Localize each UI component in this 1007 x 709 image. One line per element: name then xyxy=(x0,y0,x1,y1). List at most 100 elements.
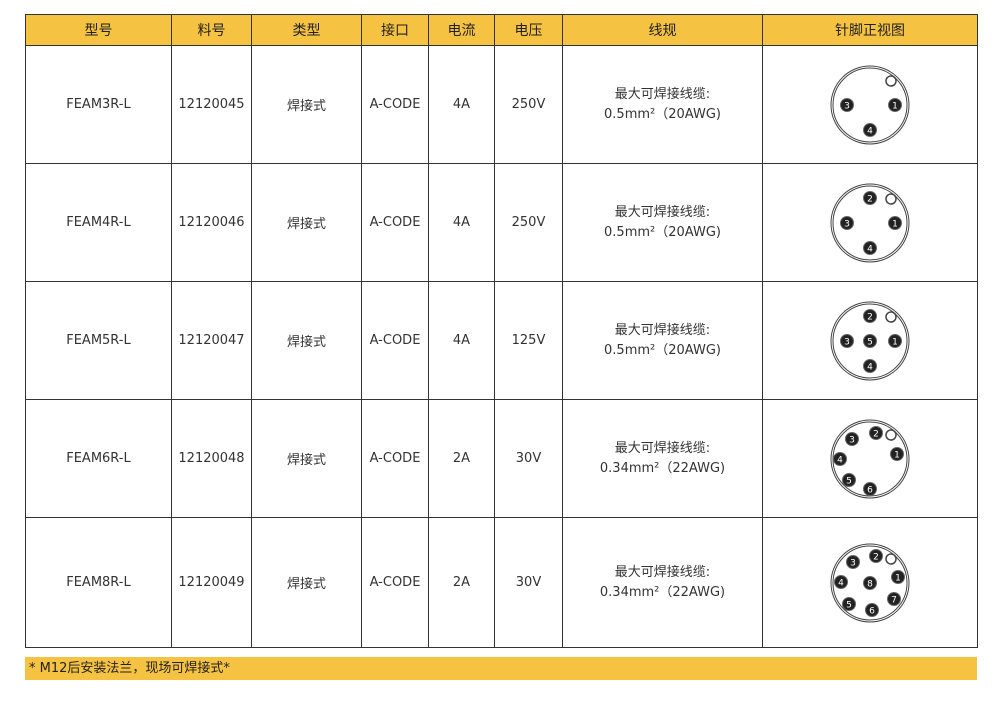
voltage-cell: 250V xyxy=(494,45,563,164)
pinout-cell: 1 2 3 4 5 xyxy=(762,281,978,400)
keying-notch-icon xyxy=(885,74,897,87)
pin-number: 3 xyxy=(844,337,850,347)
wire-gauge-cell: 最大可焊接线缆: 0.5mm²（20AWG) xyxy=(562,45,763,164)
current-cell: 4A xyxy=(428,281,495,400)
pin-4: 4 xyxy=(833,451,847,466)
pin-3: 3 xyxy=(840,97,854,112)
keying-notch-icon xyxy=(885,552,897,565)
pin-4: 4 xyxy=(863,358,877,373)
pin-2: 2 xyxy=(863,308,877,323)
interface-cell: A-CODE xyxy=(361,517,429,648)
wire-gauge-cell: 最大可焊接线缆: 0.34mm²（22AWG) xyxy=(562,399,763,518)
pin-number: 5 xyxy=(867,337,873,347)
pin-number: 3 xyxy=(849,435,855,445)
model-cell: FEAM4R-L xyxy=(25,163,172,282)
type-cell: 焊接式 xyxy=(251,399,362,518)
keying-notch-icon xyxy=(885,428,897,441)
header-wire: 线规 xyxy=(562,14,763,46)
current-cell: 4A xyxy=(428,45,495,164)
part-number-cell: 12120048 xyxy=(171,399,252,518)
pin-5: 5 xyxy=(842,472,856,487)
wire-value: 0.5mm²（20AWG) xyxy=(604,106,721,122)
header-current: 电流 xyxy=(428,14,495,46)
wire-value: 0.34mm²（22AWG) xyxy=(599,584,726,600)
pinout-cell: 1 3 4 xyxy=(762,45,978,164)
pin-2: 2 xyxy=(869,425,883,440)
pin-number: 4 xyxy=(867,362,873,372)
interface-cell: A-CODE xyxy=(361,399,429,518)
current-cell: 2A xyxy=(428,517,495,648)
part-number-cell: 12120045 xyxy=(171,45,252,164)
current-cell: 2A xyxy=(428,399,495,518)
model-cell: FEAM3R-L xyxy=(25,45,172,164)
pin-number: 7 xyxy=(891,595,897,605)
connector-pinout-diagram: 1 2 34 5 6 7 8 xyxy=(830,543,910,622)
type-cell: 焊接式 xyxy=(251,163,362,282)
connector-pinout-diagram: 1 2 34 5 6 xyxy=(830,419,910,498)
pin-number: 1 xyxy=(892,101,898,111)
pin-number: 2 xyxy=(873,429,879,439)
wire-label: 最大可焊接线缆: xyxy=(614,86,711,102)
header-type: 类型 xyxy=(251,14,362,46)
pin-3: 3 xyxy=(846,554,860,569)
footer-note: * M12后安装法兰，现场可焊接式* xyxy=(25,657,977,680)
pin-number: 1 xyxy=(892,219,898,229)
header-model: 型号 xyxy=(25,14,172,46)
keying-notch-icon xyxy=(885,192,897,205)
wire-gauge-cell: 最大可焊接线缆: 0.34mm²（22AWG) xyxy=(562,517,763,648)
pinout-cell: 1 2 3 4 xyxy=(762,163,978,282)
voltage-cell: 30V xyxy=(494,517,563,648)
pin-number: 5 xyxy=(846,600,852,610)
table-row: FEAM5R-L 12120047 焊接式 A-CODE 4A 125V 最大可焊接线缆: 0… xyxy=(25,281,978,400)
pin-2: 2 xyxy=(863,190,877,205)
pin-1: 1 xyxy=(890,446,904,461)
pin-5: 5 xyxy=(842,596,856,611)
wire-value: 0.5mm²（20AWG) xyxy=(604,342,721,358)
interface-cell: A-CODE xyxy=(361,163,429,282)
header-row: 型号 料号 类型 接口 电流 电压 线规 针脚正视图 xyxy=(25,14,978,46)
voltage-cell: 125V xyxy=(494,281,563,400)
pin-number: 2 xyxy=(873,552,879,562)
header-part: 料号 xyxy=(171,14,252,46)
type-cell: 焊接式 xyxy=(251,517,362,648)
pin-number: 1 xyxy=(895,573,901,583)
interface-cell: A-CODE xyxy=(361,45,429,164)
header-pinout: 针脚正视图 xyxy=(762,14,978,46)
pin-3: 3 xyxy=(845,431,859,446)
pin-3: 3 xyxy=(840,333,854,348)
model-cell: FEAM8R-L xyxy=(25,517,172,648)
pin-4: 4 xyxy=(863,240,877,255)
model-cell: FEAM5R-L xyxy=(25,281,172,400)
wire-label: 最大可焊接线缆: xyxy=(614,204,711,220)
wire-label: 最大可焊接线缆: xyxy=(614,322,711,338)
pin-number: 2 xyxy=(867,312,873,322)
pin-number: 4 xyxy=(867,126,873,136)
voltage-cell: 250V xyxy=(494,163,563,282)
pin-number: 8 xyxy=(867,579,873,589)
wire-value: 0.34mm²（22AWG) xyxy=(599,460,726,476)
pin-number: 1 xyxy=(894,450,900,460)
model-cell: FEAM6R-L xyxy=(25,399,172,518)
pin-number: 4 xyxy=(867,244,873,254)
wire-label: 最大可焊接线缆: xyxy=(614,564,711,580)
connector-pinout-diagram: 1 2 3 4 xyxy=(830,183,910,262)
current-cell: 4A xyxy=(428,163,495,282)
pin-number: 3 xyxy=(844,219,850,229)
connector-pinout-diagram: 1 2 3 4 5 xyxy=(830,301,910,380)
pin-number: 4 xyxy=(837,455,843,465)
pin-5: 5 xyxy=(863,333,877,348)
connector-pinout-diagram: 1 3 4 xyxy=(830,65,910,144)
pin-number: 6 xyxy=(867,485,873,495)
interface-cell: A-CODE xyxy=(361,281,429,400)
wire-gauge-cell: 最大可焊接线缆: 0.5mm²（20AWG) xyxy=(562,281,763,400)
pin-1: 1 xyxy=(888,333,902,348)
pin-6: 6 xyxy=(863,481,877,496)
table-row: FEAM3R-L 12120045 焊接式 A-CODE 4A 250V 最大可焊接线缆: 0… xyxy=(25,45,978,164)
wire-label: 最大可焊接线缆: xyxy=(614,440,711,456)
pin-3: 3 xyxy=(840,215,854,230)
wire-value: 0.5mm²（20AWG) xyxy=(604,224,721,240)
pin-8: 8 xyxy=(863,575,877,590)
pin-2: 2 xyxy=(869,548,883,563)
pin-number: 6 xyxy=(869,606,875,616)
